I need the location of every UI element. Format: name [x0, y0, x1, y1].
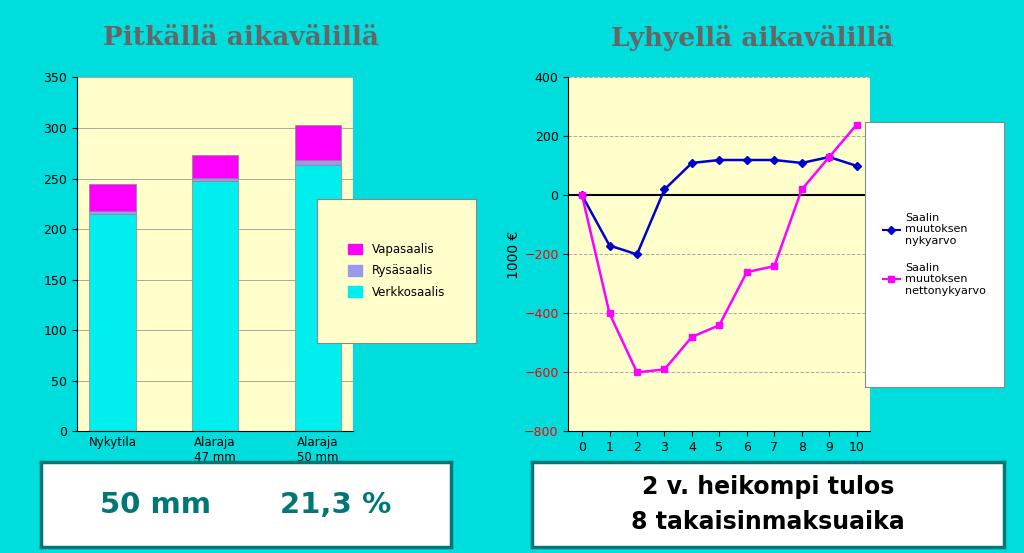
Text: 50 mm: 50 mm [100, 491, 211, 519]
Bar [295, 165, 341, 431]
Legend: Saalin
muutoksen
nykyarvo, Saalin
muutoksen
nettonykyarvo: Saalin muutoksen nykyarvo, Saalin muutok… [879, 208, 990, 300]
Bar [89, 184, 135, 211]
Bar [295, 125, 341, 160]
Text: 21,3 %: 21,3 % [281, 491, 391, 519]
Bar [191, 181, 239, 431]
Text: Pitkällä aikavälillä: Pitkällä aikavälillä [102, 25, 379, 50]
Bar [89, 214, 135, 431]
Bar [89, 211, 135, 214]
Text: 2 v. heikompi tulos
8 takaisinmaksuaika: 2 v. heikompi tulos 8 takaisinmaksuaika [631, 475, 905, 534]
Text: Lyhyellä aikavälillä: Lyhyellä aikavälillä [611, 25, 894, 51]
Bar [191, 178, 239, 181]
Bar [191, 155, 239, 178]
Bar [295, 160, 341, 165]
Y-axis label: 1000 €: 1000 € [507, 230, 521, 279]
Legend: Vapasaalis, Rysäsaalis, Verkkosaalis: Vapasaalis, Rysäsaalis, Verkkosaalis [344, 238, 450, 304]
